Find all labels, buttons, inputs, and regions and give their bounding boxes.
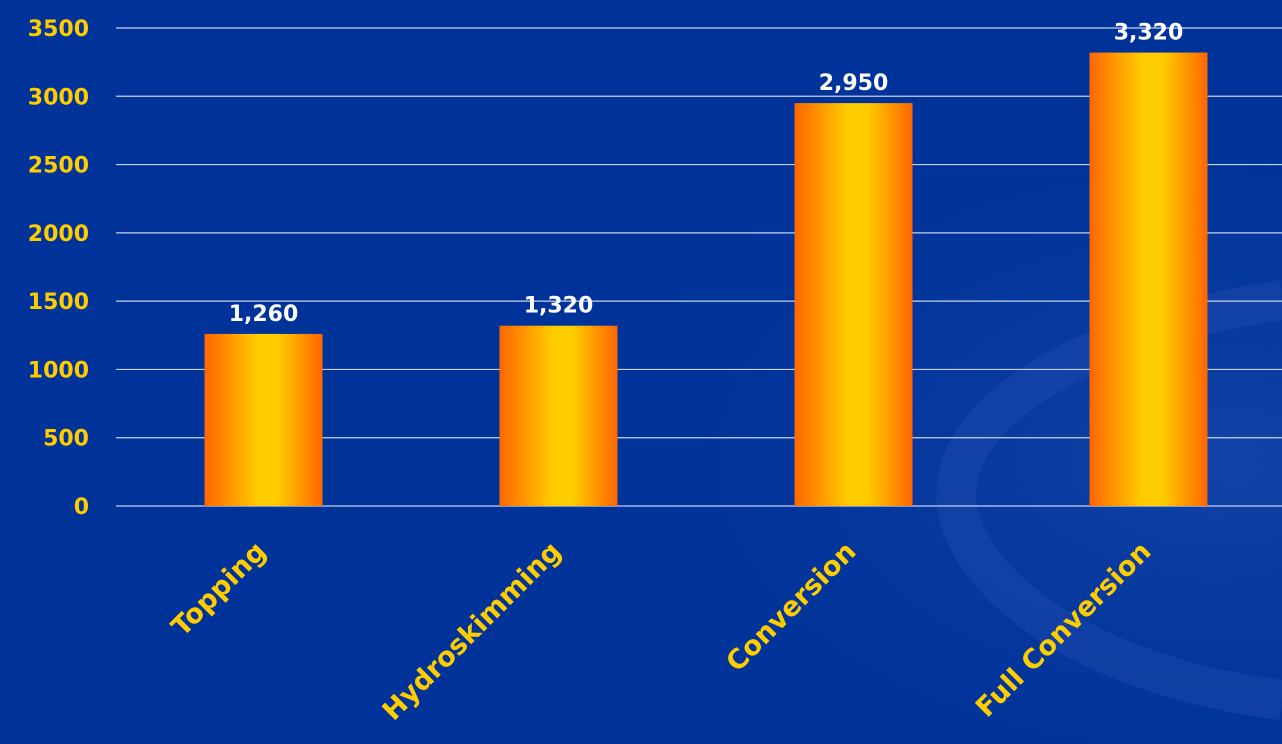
bar xyxy=(499,325,618,506)
data-label: 3,320 xyxy=(1114,21,1184,46)
y-tick-label: 2000 xyxy=(28,222,89,247)
y-tick-label: 1000 xyxy=(28,358,89,383)
y-tick-label: 3500 xyxy=(28,17,89,42)
bar xyxy=(794,103,913,506)
y-tick-label: 0 xyxy=(74,495,89,520)
y-tick-label: 3000 xyxy=(28,85,89,110)
data-label: 1,320 xyxy=(524,294,594,319)
data-label: 2,950 xyxy=(819,71,889,96)
bar xyxy=(204,333,323,506)
data-label: 1,260 xyxy=(229,302,299,327)
y-tick-label: 500 xyxy=(43,427,89,452)
y-tick-label: 2500 xyxy=(28,154,89,179)
y-tick-label: 1500 xyxy=(28,290,89,315)
bar xyxy=(1089,52,1208,506)
